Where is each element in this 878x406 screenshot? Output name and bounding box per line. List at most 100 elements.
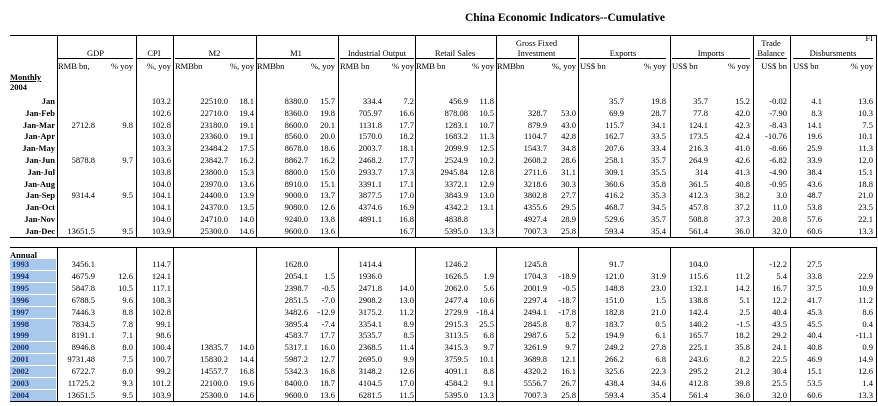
cell: 2711.6: [523, 166, 547, 177]
cell: 8.3: [811, 107, 822, 118]
cell: 3689.8: [523, 354, 547, 365]
cell: 14.2: [735, 282, 750, 293]
cell: 360.6: [604, 178, 624, 189]
cell: 11.3: [479, 131, 494, 142]
cell: 6.8: [655, 354, 666, 365]
cell: 10.5: [118, 282, 133, 293]
cell: 3456.1: [71, 259, 95, 269]
cell: 7446.3: [71, 306, 95, 317]
cell: 8678.0: [284, 143, 308, 154]
cell: 23970.0: [200, 178, 228, 189]
cell: 9.9: [403, 354, 414, 365]
cell: 104.0: [151, 178, 171, 189]
sub-header: % yoy: [111, 61, 133, 71]
cell: 12.7: [320, 354, 335, 365]
cell: 5556.7: [523, 378, 547, 388]
cell: 77.8: [693, 107, 708, 118]
rule-line: [755, 58, 787, 59]
group-header: Gross Fixed: [515, 38, 558, 48]
cell: 140.2: [688, 318, 708, 329]
cell: 334.4: [362, 96, 382, 106]
group-header: Balance: [757, 48, 785, 58]
cell: 35.4: [651, 389, 666, 400]
cell: 12.1: [561, 354, 576, 365]
cell: 2398.7: [284, 282, 308, 293]
rule-line: [790, 247, 791, 402]
cell: 12.5: [479, 143, 494, 154]
cell: -0.5: [321, 282, 335, 293]
cell: 22100.0: [200, 378, 228, 388]
cell: 2054.1: [284, 270, 308, 281]
cell: -11.1: [855, 330, 873, 341]
sub-header: %, yoy: [146, 61, 171, 71]
cell: 103.9: [151, 389, 171, 400]
cell: 3415.3: [444, 342, 468, 353]
cell: 225.1: [688, 342, 708, 353]
cell: 23360.0: [200, 131, 228, 142]
cell: 13.6: [320, 225, 335, 236]
cell: 14.0: [239, 342, 254, 353]
cell: 8.6: [862, 306, 873, 317]
cell: 25.8: [561, 389, 576, 400]
cell: 42.6: [735, 155, 750, 165]
cell: 53.0: [561, 107, 576, 118]
cell: 40.4: [772, 306, 787, 317]
cell: 11725.2: [67, 378, 95, 388]
cell: 2062.0: [444, 282, 468, 293]
cell: 23484.2: [200, 143, 228, 154]
cell: 115.7: [605, 119, 624, 130]
cell: 593.4: [604, 225, 624, 236]
cell: 9314.4: [71, 190, 95, 201]
cell: 8400.0: [284, 378, 308, 388]
cell: -1.5: [736, 318, 750, 329]
row-label: Jan-Jul: [27, 166, 55, 177]
cell: 3843.9: [444, 190, 468, 201]
cell: 9.8: [122, 119, 133, 130]
cell: 11.5: [399, 389, 414, 400]
cell: -18.4: [476, 306, 494, 317]
cell: 35.3: [651, 190, 666, 201]
group-header: Exports: [609, 48, 637, 58]
cell: 11.2: [735, 270, 750, 281]
cell: 103.2: [151, 96, 171, 106]
rule-line: [57, 247, 58, 402]
cell: 17.7: [399, 119, 414, 130]
cell: 20.1: [320, 119, 335, 130]
cell: 7.1: [122, 330, 133, 341]
cell: 27.7: [561, 190, 576, 201]
rule-line: [10, 247, 876, 248]
cell: 4104.5: [358, 378, 382, 388]
cell: 16.1: [561, 366, 576, 377]
cell: 11.2: [858, 294, 873, 305]
cell: 117.1: [152, 282, 171, 293]
cell: 5.2: [565, 330, 576, 341]
cell: 8946.8: [71, 342, 95, 353]
cell: 21.0: [858, 190, 873, 201]
cell: 104.0: [151, 214, 171, 224]
cell: 31.1: [561, 166, 576, 177]
cell: 3218.6: [523, 178, 547, 189]
row-label: Jan-Oct: [25, 202, 55, 213]
cell: 561.4: [688, 389, 708, 400]
cell: 5395.0: [444, 389, 468, 400]
row-label: Jan-Sep: [25, 190, 55, 201]
cell: 14.6: [239, 389, 254, 400]
cell: 35.7: [651, 155, 666, 165]
cell: 4091.1: [444, 366, 468, 377]
cell: 17.0: [399, 378, 414, 388]
cell: 879.9: [527, 119, 547, 130]
cell: 25.5: [479, 318, 494, 329]
cell: 14.4: [239, 354, 254, 365]
cell: 5342.3: [284, 366, 308, 377]
cell: 39.8: [735, 378, 750, 388]
row-label: 2001: [10, 354, 56, 366]
cell: 5.6: [483, 282, 494, 293]
cell: 101.2: [151, 378, 171, 388]
cell: 19.8: [651, 96, 666, 106]
rule-line: [58, 58, 133, 59]
row-label: Jan: [41, 96, 55, 106]
cell: 5987.2: [284, 354, 308, 365]
cell: 1283.1: [444, 119, 468, 130]
rule-line: [753, 247, 754, 402]
cell: 91.7: [609, 259, 624, 269]
